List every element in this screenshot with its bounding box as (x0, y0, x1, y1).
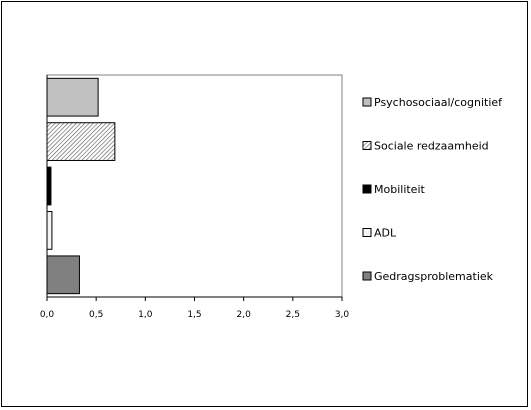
legend-label: Gedragsproblematiek (374, 270, 494, 283)
x-tick-label: 2,0 (237, 310, 252, 320)
bar-sociale-redzaamheid (46, 122, 116, 161)
legend-swatch (362, 141, 372, 150)
bars-group (46, 77, 116, 295)
x-ticks-group: 0,0 0,5 1,0 1,5 2,0 2,5 3,0 (40, 297, 350, 320)
legend-label: ADL (374, 227, 397, 240)
legend-label: Mobiliteit (374, 183, 426, 196)
x-tick-label: 1,0 (138, 310, 153, 320)
bar-adl (46, 211, 53, 250)
legend-swatch (362, 184, 372, 194)
legend-swatch (362, 228, 372, 237)
x-tick-label: 1,5 (187, 310, 201, 320)
legend-swatch (362, 271, 372, 281)
legend: Psychosociaal/cognitief Sociale redzaamhe… (362, 96, 503, 283)
legend-label: Sociale redzaamheid (374, 140, 489, 153)
x-tick-label: 0,5 (89, 310, 103, 320)
x-tick-label: 3,0 (335, 310, 350, 320)
legend-label: Psychosociaal/cognitief (374, 96, 503, 109)
bar-gedragsproblematiek (46, 255, 80, 295)
x-tick-label: 0,0 (40, 310, 55, 320)
x-tick-label: 2,5 (286, 310, 300, 320)
bar-mobiliteit (46, 166, 52, 206)
legend-swatch (362, 97, 372, 107)
bar-psychosociaal-cognitief (46, 77, 99, 117)
